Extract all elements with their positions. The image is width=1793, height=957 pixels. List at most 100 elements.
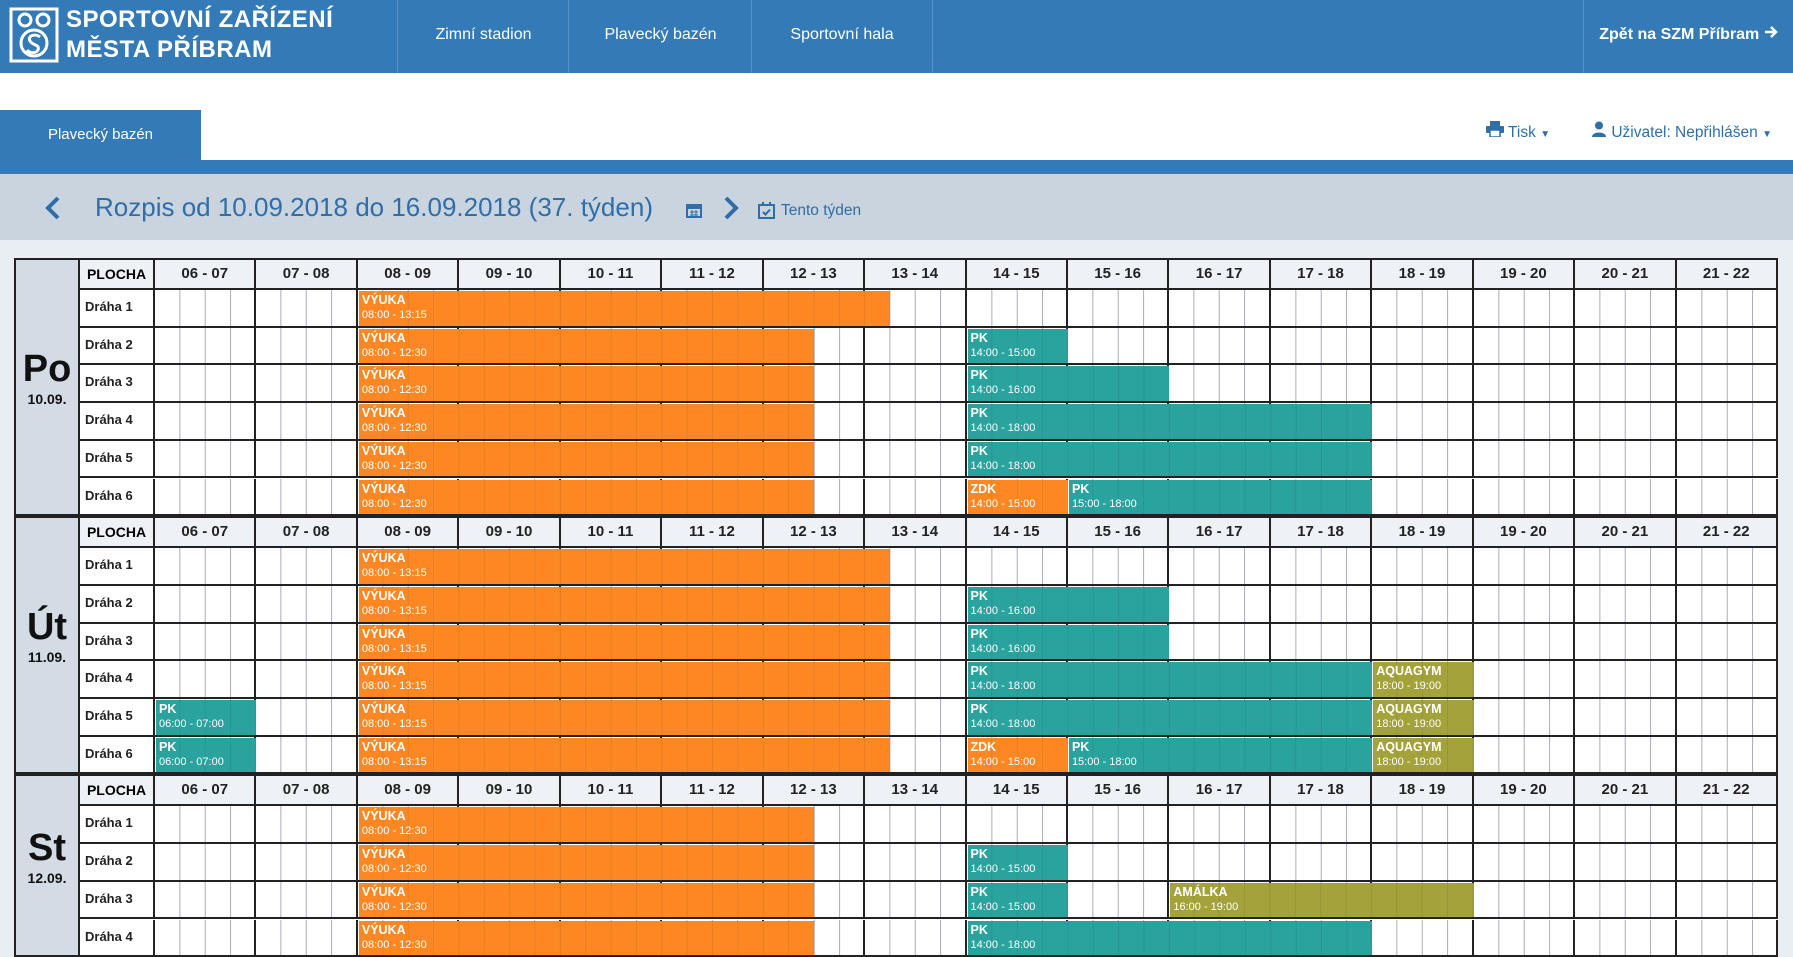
user-text[interactable]: Uživatel: Nepřihlášen [1611,124,1757,141]
prev-week[interactable] [44,196,62,220]
booking-title[interactable]: PK [1072,482,1372,497]
booking-title[interactable]: PK [971,589,1170,604]
booking-time[interactable]: 08:00 - 12:30 [362,862,814,877]
booking-time[interactable]: 16:00 - 19:00 [1173,900,1473,915]
booking-time[interactable]: 08:00 - 12:30 [362,497,814,512]
booking-time[interactable]: 14:00 - 18:00 [971,717,1373,732]
booking-title[interactable]: PK [971,331,1068,346]
booking-title[interactable]: ZDK [971,482,1068,497]
back-link[interactable]: Zpět na SZM Příbram [1583,0,1793,73]
booking-title[interactable]: VÝUKA [362,923,814,938]
booking-title[interactable]: AQUAGYM [1376,702,1473,717]
booking-time[interactable]: 08:00 - 12:30 [362,459,814,474]
booking-time[interactable]: 14:00 - 15:00 [971,900,1068,915]
nav-link[interactable]: Plavecký bazén [568,0,752,73]
booking-title[interactable]: PK [159,702,256,717]
booking-title[interactable]: PK [971,847,1068,862]
nav-link[interactable]: Zimní stadion [397,0,569,73]
booking-time[interactable]: 08:00 - 12:30 [362,346,814,361]
booking-time[interactable]: 08:00 - 13:15 [362,717,891,732]
current-week-link[interactable]: Tento týden [781,202,861,220]
booking-time[interactable]: 14:00 - 15:00 [971,346,1068,361]
booking-time[interactable]: 08:00 - 13:15 [362,566,891,581]
booking-time[interactable]: 06:00 - 07:00 [159,755,256,770]
booking-time[interactable]: 15:00 - 18:00 [1072,497,1372,512]
booking-time[interactable]: 15:00 - 18:00 [1072,755,1372,770]
booking-time[interactable]: 06:00 - 07:00 [159,717,256,732]
logo-text[interactable]: SPORTOVNÍ ZAŘÍZENÍ [66,6,333,34]
booking-time[interactable]: 14:00 - 16:00 [971,604,1170,619]
booking-time[interactable]: 08:00 - 13:15 [362,755,891,770]
booking-title[interactable]: PK [159,740,256,755]
booking-title[interactable]: PK [971,664,1373,679]
calendar-check-icon[interactable] [758,202,775,219]
booking-title[interactable]: AQUAGYM [1376,664,1473,679]
booking-title[interactable]: VÝUKA [362,740,891,755]
booking-time[interactable]: 08:00 - 13:15 [362,308,891,323]
active-tab[interactable]: Plavecký bazén [0,110,201,160]
booking-title[interactable]: VÝUKA [362,664,891,679]
booking-title[interactable]: VÝUKA [362,627,891,642]
booking-title[interactable]: VÝUKA [362,847,814,862]
back-text[interactable]: Zpět na SZM Příbram [1599,26,1759,43]
booking-title[interactable]: PK [971,368,1170,383]
booking-title[interactable]: VÝUKA [362,406,814,421]
booking-time[interactable]: 14:00 - 15:00 [971,862,1068,877]
booking-time[interactable]: 18:00 - 19:00 [1376,679,1473,694]
booking-title[interactable]: AMÁLKA [1173,885,1473,900]
booking-title[interactable]: PK [971,627,1170,642]
booking-time[interactable]: 08:00 - 12:30 [362,383,814,398]
print-text[interactable]: Tisk [1508,124,1536,141]
booking-time[interactable]: 14:00 - 15:00 [971,497,1068,512]
print-menu[interactable]: Tisk ▼ [1486,121,1550,142]
booking-time[interactable]: 14:00 - 15:00 [971,755,1068,770]
booking-time[interactable]: 08:00 - 12:30 [362,824,814,839]
booking-time[interactable]: 14:00 - 16:00 [971,642,1170,657]
booking-title[interactable]: VÝUKA [362,702,891,717]
booking-title[interactable]: PK [971,444,1373,459]
booking-title[interactable]: VÝUKA [362,589,891,604]
booking-title[interactable]: PK [971,702,1373,717]
nav-link[interactable]: Sportovní hala [751,0,933,73]
booking-title[interactable]: VÝUKA [362,331,814,346]
booking-time[interactable]: 14:00 - 18:00 [971,679,1373,694]
booking-time[interactable]: 08:00 - 12:30 [362,900,814,915]
booking-time[interactable]: 18:00 - 19:00 [1376,755,1473,770]
booking-title[interactable]: VÝUKA [362,444,814,459]
booking-title[interactable]: VÝUKA [362,809,814,824]
next-week[interactable] [722,196,740,220]
